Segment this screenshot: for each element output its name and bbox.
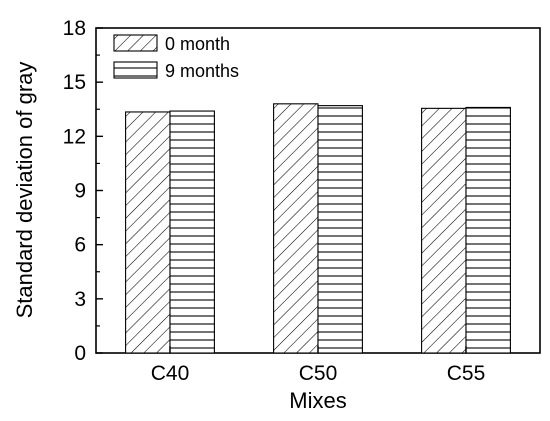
legend-swatch-0-month <box>113 34 158 52</box>
y-tick-label: 12 <box>63 125 86 148</box>
x-axis-title: Mixes <box>289 388 346 413</box>
y-axis: 0 3 6 9 12 15 18 <box>63 17 103 365</box>
legend-swatch-9-months <box>113 61 158 79</box>
y-tick-label: 3 <box>74 288 86 311</box>
bar-c55-9-months <box>465 106 511 354</box>
bar-c50-9-months <box>317 105 363 354</box>
bar-c55-0-month <box>421 107 467 354</box>
y-tick-label: 9 <box>74 180 86 203</box>
legend: 0 month 9 months <box>113 34 239 81</box>
y-tick-label: 6 <box>74 234 86 257</box>
x-tick-label: C55 <box>447 362 486 385</box>
x-tick-label: C50 <box>299 362 338 385</box>
bar-c50-0-month <box>273 103 319 354</box>
x-axis: C40 C50 C55 <box>151 346 486 385</box>
y-tick-label: 18 <box>63 17 86 40</box>
bar-c40-0-month <box>125 111 171 354</box>
y-tick-label: 15 <box>63 71 86 94</box>
bars-layer <box>125 103 511 354</box>
legend-label-9-months: 9 months <box>165 61 239 81</box>
bar-c40-9-months <box>169 110 215 354</box>
y-tick-label: 0 <box>74 342 86 365</box>
x-tick-label: C40 <box>151 362 190 385</box>
y-axis-title: Standard deviation of gray <box>12 62 37 319</box>
legend-label-0-month: 0 month <box>165 34 230 54</box>
